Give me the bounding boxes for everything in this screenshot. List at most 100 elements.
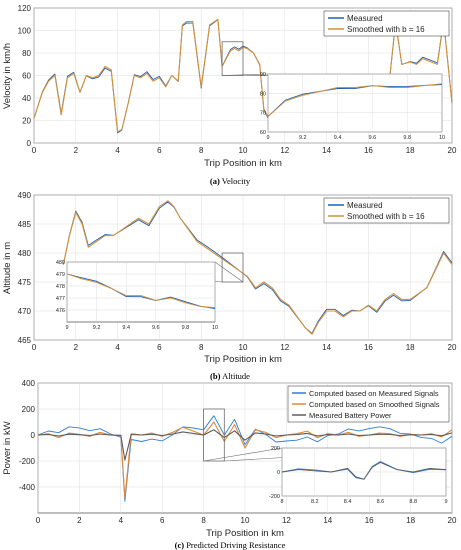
inset-y-tick-label: 480 (56, 260, 65, 266)
inset-driving-resistance: 8 8.2 8.4 8.6 8.8 9 -200 0 200 (269, 446, 448, 505)
panel-driving-resistance: 0 2 4 6 8 10 12 14 16 18 20 -400 -200 0 200 400 8 8.2 8.4… (2, 379, 457, 550)
legend-box-altitude (323, 197, 450, 224)
y-tick-label: 0 (31, 431, 36, 440)
caption-driving-resistance: (c) Predicted Driving Resistance (175, 540, 286, 550)
inset-y-tick-label: 90 (260, 72, 266, 78)
inset-y-tick-label: 80 (260, 91, 266, 97)
y-tick-label: 490 (18, 191, 32, 200)
series-altitude (62, 200, 453, 335)
x-tick-label: 6 (157, 343, 162, 352)
x-tick-label: 4 (119, 516, 124, 525)
y-axis-label-velocity: Velocity in km/h (2, 43, 13, 109)
x-axis-label-altitude: Trip Position in km (204, 354, 282, 365)
zoom-box (221, 41, 244, 76)
inset-y-tick-label: 200 (271, 446, 280, 452)
legend-label-measured: Measured (347, 201, 383, 210)
inset-x-tick-label: 9.6 (152, 325, 160, 331)
x-tick-label: 4 (115, 146, 120, 155)
y-tick-label: 40 (22, 94, 31, 103)
legend-box-driving-resistance (287, 385, 450, 423)
x-tick-label: 12 (280, 343, 289, 352)
inset-series-line-1 (267, 84, 443, 117)
series-line-1 (37, 415, 453, 502)
inset-x-tick-label: 10 (212, 325, 218, 331)
inset-x-tick-label: 8.2 (311, 499, 319, 505)
inset-x-tick-label: 8.4 (344, 499, 352, 505)
inset-x-tick-label: 9 (444, 499, 447, 505)
y-tick-label: -400 (19, 483, 36, 492)
inset-x-tick-label: 9.2 (299, 135, 307, 141)
inset-series-line-1 (66, 273, 216, 309)
x-tick-label: 16 (364, 343, 373, 352)
inset-x-tick-label: 9.6 (369, 135, 377, 141)
panel-altitude: 0 2 4 6 8 10 12 14 16 18 20 465 470 475 480 485 490 9 9.2… (2, 191, 457, 381)
series-line-3 (37, 429, 453, 461)
zoom-connector-line (203, 447, 283, 462)
inset-x-tick-label: 9.4 (122, 325, 130, 331)
x-tick-label: 4 (115, 343, 120, 352)
series-driving-resistance (37, 415, 453, 502)
x-tick-label: 12 (282, 516, 291, 525)
x-tick-label: 8 (199, 146, 204, 155)
x-tick-label: 2 (74, 343, 79, 352)
y-tick-label: 485 (18, 220, 32, 229)
ticks-driving-resistance: 0 2 4 6 8 10 12 14 16 18 20 -400 -200 0 200 400 (19, 379, 457, 525)
zoom-box (221, 252, 244, 283)
inset-series-line-3 (281, 461, 447, 480)
x-tick-label: 0 (36, 516, 41, 525)
x-tick-label: 16 (365, 516, 374, 525)
inset-plot-area (267, 73, 443, 133)
inset-y-tick-label: 477 (56, 296, 65, 302)
x-tick-label: 20 (448, 343, 457, 352)
inset-x-tick-label: 9 (65, 325, 68, 331)
x-tick-label: 10 (241, 516, 250, 525)
x-tick-label: 20 (448, 146, 457, 155)
inset-y-tick-label: 60 (260, 130, 266, 136)
y-axis-label-altitude: Altitude in m (2, 242, 13, 294)
x-tick-label: 0 (32, 146, 37, 155)
x-tick-label: 6 (157, 146, 162, 155)
ticks-altitude: 0 2 4 6 8 10 12 14 16 18 20 465 470 475 480 485 490 (18, 191, 457, 352)
y-tick-label: 0 (27, 139, 32, 148)
x-tick-label: 2 (74, 146, 79, 155)
x-tick-label: 18 (406, 516, 415, 525)
x-tick-label: 18 (406, 343, 415, 352)
x-tick-label: 10 (239, 343, 248, 352)
x-axis-label-velocity: Trip Position in km (204, 158, 282, 169)
zoom-connector-line (222, 73, 269, 76)
inset-x-tick-label: 9.2 (93, 325, 101, 331)
inset-altitude: 9 9.2 9.4 9.6 9.8 10 476 477 478 479 480 (56, 260, 218, 331)
ticks-velocity: 0 2 4 6 8 10 12 14 16 18 20 0 20 40 60 80 100 120 (18, 4, 457, 155)
y-tick-label: 80 (22, 49, 31, 58)
x-tick-label: 6 (160, 516, 165, 525)
inset-y-tick-label: 70 (260, 111, 266, 117)
inset-y-tick-label: -200 (269, 494, 280, 500)
inset-x-tick-label: 9.8 (182, 325, 190, 331)
legend-altitude: Measured Smoothed with b = 16 (323, 197, 450, 224)
inset-x-tick-label: 10 (439, 135, 445, 141)
y-tick-label: 100 (18, 27, 32, 36)
y-tick-label: 480 (18, 249, 32, 258)
panel-velocity: 0 2 4 6 8 10 12 14 16 18 20 0 20 40 60 80 100 120 9 9.2 9.4… (2, 4, 457, 186)
y-tick-label: -200 (19, 457, 36, 466)
inset-series-line-2 (66, 273, 216, 309)
y-tick-label: 120 (18, 4, 32, 13)
zoom-box (203, 408, 225, 462)
caption-altitude: (b) Altitude (210, 371, 250, 381)
caption-velocity: (a) Velocity (210, 176, 251, 186)
x-tick-label: 18 (406, 146, 415, 155)
x-axis-label-driving-resistance: Trip Position in km (206, 528, 284, 539)
x-tick-label: 14 (322, 146, 331, 155)
legend-driving-resistance: Computed based on Measured Signals Compu… (287, 385, 450, 423)
inset-y-tick-label: 476 (56, 308, 65, 314)
inset-y-tick-label: 479 (56, 272, 65, 278)
inset-x-tick-label: 9.8 (403, 135, 411, 141)
legend-label-smoothed: Smoothed with b = 16 (347, 25, 425, 34)
y-tick-label: 465 (18, 336, 32, 345)
legend-box-velocity (323, 10, 450, 37)
x-tick-label: 8 (201, 516, 206, 525)
legend-label-computed-measured: Computed based on Measured Signals (309, 389, 439, 398)
x-tick-label: 12 (280, 146, 289, 155)
x-tick-label: 2 (77, 516, 82, 525)
y-axis-label-driving-resistance: Power in kW (2, 421, 13, 474)
